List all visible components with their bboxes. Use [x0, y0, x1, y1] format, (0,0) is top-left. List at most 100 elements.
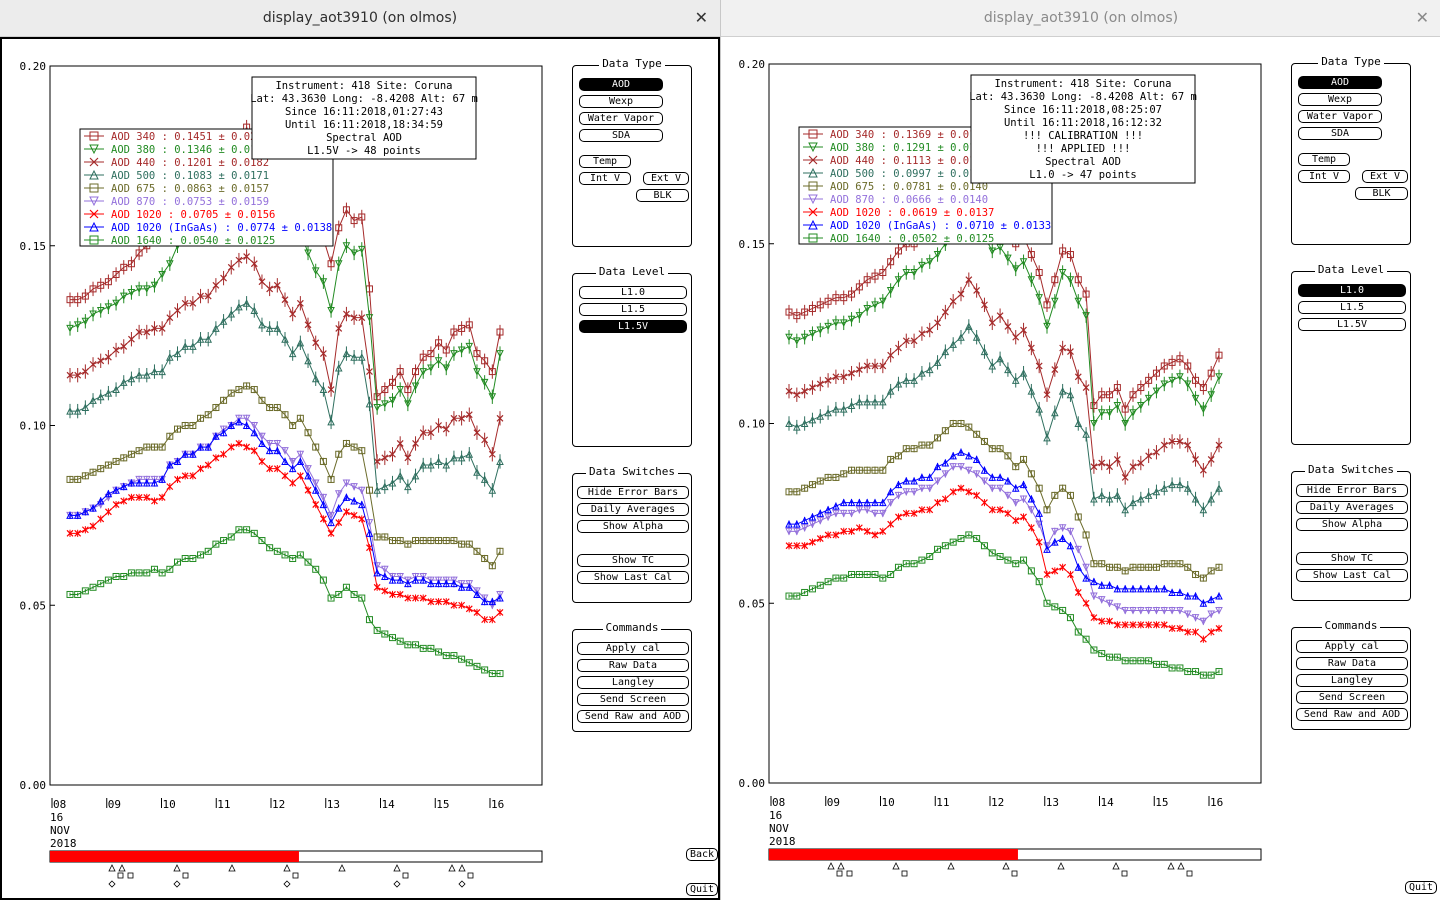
show-alpha-button[interactable]: Show Alpha — [577, 520, 689, 533]
data-point — [1207, 595, 1215, 604]
data-point — [879, 466, 887, 474]
send-screen-button[interactable]: Send Screen — [577, 693, 689, 706]
hide-error-bars-button[interactable]: Hide Error Bars — [1296, 484, 1408, 497]
data-type-aod-button[interactable]: AOD — [579, 78, 663, 91]
quit-button[interactable]: Quit — [1405, 881, 1438, 894]
data-point — [412, 368, 420, 376]
data-point — [389, 634, 396, 642]
data-point — [112, 486, 120, 494]
data-level-l1-5v-button[interactable]: L1.5V — [579, 320, 687, 333]
triangle-icon — [118, 864, 126, 872]
langley-button[interactable]: Langley — [577, 676, 689, 689]
send-raw-and-aod-button[interactable]: Send Raw and AOD — [1296, 708, 1408, 721]
daily-averages-button[interactable]: Daily Averages — [1296, 501, 1408, 514]
titlebar-left[interactable]: display_aot3910 (on olmos) ✕ — [0, 0, 720, 37]
data-point — [197, 292, 204, 300]
data-point — [1129, 498, 1137, 507]
data-point — [887, 258, 895, 266]
ext-v-button[interactable]: Ext V — [1362, 170, 1408, 183]
close-icon[interactable]: ✕ — [694, 8, 708, 27]
show-last-cal-button[interactable]: Show Last Cal — [1296, 569, 1408, 582]
temp-button[interactable]: Temp — [1298, 153, 1350, 166]
data-type-water-vapor-button[interactable]: Water Vapor — [1298, 110, 1382, 123]
data-point — [135, 493, 143, 501]
data-point — [357, 245, 366, 254]
data-point — [863, 570, 871, 578]
titlebar-right[interactable]: display_aot3910 (on olmos) ✕ — [721, 0, 1440, 37]
daily-averages-button[interactable]: Daily Averages — [577, 503, 689, 516]
apply-cal-button[interactable]: Apply cal — [1296, 640, 1408, 653]
data-point — [457, 580, 466, 588]
data-point — [127, 450, 135, 458]
data-point — [381, 533, 389, 541]
data-point — [427, 429, 435, 437]
data-point — [411, 382, 420, 391]
timeline-fill — [50, 851, 299, 862]
quit-button[interactable]: Quit — [686, 883, 719, 896]
data-point — [450, 576, 458, 585]
ext-v-button[interactable]: Ext V — [643, 172, 689, 185]
hide-error-bars-button[interactable]: Hide Error Bars — [577, 486, 689, 499]
data-point — [181, 422, 189, 429]
data-point — [980, 466, 989, 474]
close-icon[interactable]: ✕ — [1415, 8, 1429, 27]
data-level-l1-0-button[interactable]: L1.0 — [1298, 284, 1406, 297]
data-point — [412, 440, 419, 447]
raw-data-button[interactable]: Raw Data — [1296, 657, 1408, 670]
data-point — [66, 296, 74, 304]
data-level-l1-5v-button[interactable]: L1.5V — [1298, 318, 1406, 331]
langley-button[interactable]: Langley — [1296, 674, 1408, 687]
data-point — [855, 283, 863, 291]
client-area-left: 0.20 0.15 0.10 0.05 0.00 08 09 10 11 12 13 14 15 16 16… — [0, 37, 720, 900]
y-tick-label: 0.20 — [739, 58, 766, 71]
back-button[interactable]: Back — [686, 848, 719, 861]
data-point — [127, 478, 136, 487]
data-type-sda-button[interactable]: SDA — [1298, 127, 1382, 140]
send-raw-and-aod-button[interactable]: Send Raw and AOD — [577, 710, 689, 723]
triangle-icon — [1177, 862, 1185, 870]
data-type-sda-button[interactable]: SDA — [579, 129, 663, 142]
blk-button[interactable]: BLK — [1355, 187, 1408, 200]
data-point — [496, 328, 504, 336]
data-point — [1019, 258, 1028, 266]
data-type-aod-button[interactable]: AOD — [1298, 76, 1382, 89]
data-point — [879, 297, 887, 306]
data-point — [1129, 563, 1137, 571]
data-point — [1059, 606, 1067, 614]
data-point — [793, 422, 801, 431]
data-point — [871, 570, 879, 578]
data-point — [373, 486, 381, 494]
legend-entry: AOD 870 : 0.0666 ± 0.0140 — [803, 194, 988, 206]
data-level-l1-5-button[interactable]: L1.5 — [579, 303, 687, 316]
data-point — [204, 335, 213, 343]
data-type-wexp-button[interactable]: Wexp — [579, 95, 663, 108]
show-alpha-button[interactable]: Show Alpha — [1296, 518, 1408, 531]
data-point — [450, 350, 458, 358]
send-screen-button[interactable]: Send Screen — [1296, 691, 1408, 704]
data-point — [1207, 494, 1215, 503]
legend-entry: AOD 1020 (InGaAs) : 0.0710 ± 0.0133 — [803, 219, 1051, 232]
data-type-water-vapor-button[interactable]: Water Vapor — [579, 112, 663, 125]
data-point — [1137, 563, 1145, 571]
data-point — [250, 529, 258, 537]
data-level-l1-5-button[interactable]: L1.5 — [1298, 301, 1406, 314]
temp-button[interactable]: Temp — [579, 155, 631, 168]
blk-button[interactable]: BLK — [636, 189, 689, 202]
raw-data-button[interactable]: Raw Data — [577, 659, 689, 672]
data-point — [96, 496, 105, 505]
data-level-l1-0-button[interactable]: L1.0 — [579, 286, 687, 299]
aod-chart: 0.20 0.15 0.10 0.05 0.00 08 09 10 11 12 13 14 15 16 16… — [20, 60, 543, 888]
show-last-cal-button[interactable]: Show Last Cal — [577, 571, 689, 584]
data-type-wexp-button[interactable]: Wexp — [1298, 93, 1382, 106]
info-line: !!! CALIBRATION !!! — [1023, 130, 1143, 142]
timeline-marker — [827, 862, 843, 877]
apply-cal-button[interactable]: Apply cal — [577, 642, 689, 655]
data-point — [373, 568, 381, 577]
triangle-icon — [338, 864, 346, 872]
show-tc-button[interactable]: Show TC — [577, 554, 689, 567]
data-point — [73, 407, 82, 415]
int-v-button[interactable]: Int V — [579, 172, 631, 185]
timeline-marker — [108, 864, 124, 888]
show-tc-button[interactable]: Show TC — [1296, 552, 1408, 565]
int-v-button[interactable]: Int V — [1298, 170, 1350, 183]
